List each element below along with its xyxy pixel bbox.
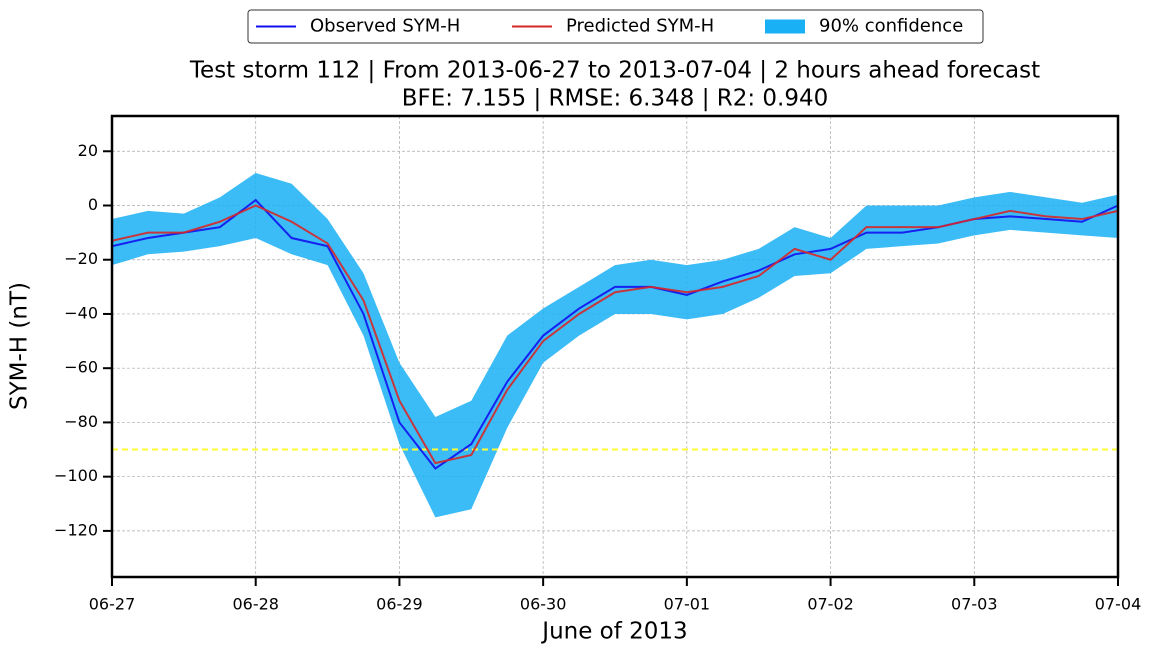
legend-label: Predicted SYM-H — [566, 16, 714, 37]
x-tick-label: 07-01 — [664, 595, 711, 614]
series-line — [111, 204, 1119, 465]
x-axis-label: June of 2013 — [540, 619, 687, 645]
y-tick-label: −40 — [64, 303, 98, 322]
x-tick-label: 07-03 — [951, 595, 998, 614]
y-tick-label: −20 — [64, 249, 98, 268]
y-tick-label: −120 — [54, 520, 98, 539]
legend-swatch — [765, 19, 805, 34]
chart-title: Test storm 112 | From 2013-06-27 to 2013… — [189, 58, 1040, 84]
confidence-band — [112, 172, 1118, 518]
y-tick-label: 20 — [78, 141, 98, 160]
x-tick-label: 06-27 — [89, 595, 136, 614]
legend-label: 90% confidence — [819, 16, 963, 37]
y-tick-label: −80 — [64, 412, 98, 431]
y-tick-label: −60 — [64, 358, 98, 377]
x-tick-label: 07-04 — [1095, 595, 1142, 614]
x-tick-label: 06-29 — [376, 595, 423, 614]
plot-frame — [110, 114, 1120, 579]
x-tick-label: 07-02 — [807, 595, 854, 614]
chart-subtitle: BFE: 7.155 | RMSE: 6.348 | R2: 0.940 — [402, 86, 829, 112]
y-axis-label: SYM-H (nT) — [7, 282, 33, 410]
y-tick-label: 0 — [88, 195, 98, 214]
legend-label: Observed SYM-H — [310, 16, 460, 37]
x-tick-label: 06-28 — [232, 595, 279, 614]
y-tick-label: −100 — [54, 466, 98, 485]
x-tick-label: 06-30 — [520, 595, 567, 614]
legend-box — [247, 9, 984, 44]
